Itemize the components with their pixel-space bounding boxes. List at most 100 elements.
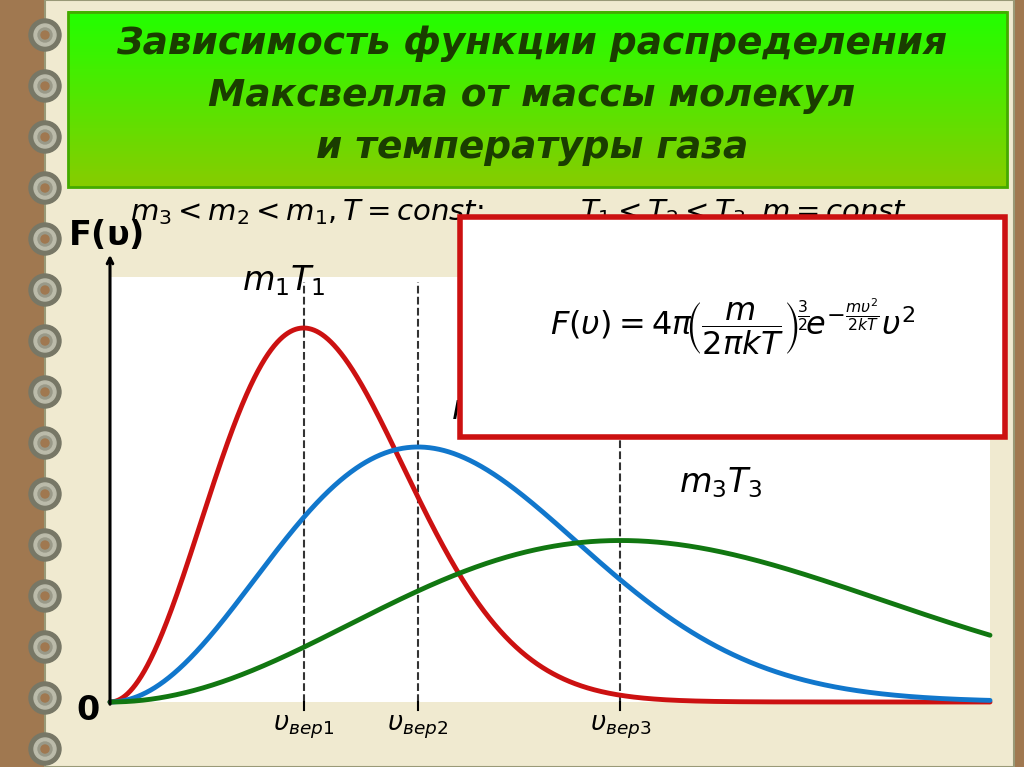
Bar (68, 163, 1007, 166)
Bar (68, 113, 1007, 117)
Bar (68, 11, 1007, 15)
Circle shape (41, 286, 49, 294)
Circle shape (34, 24, 56, 46)
Bar (68, 25, 1007, 29)
Circle shape (41, 337, 49, 345)
Circle shape (29, 682, 61, 714)
Circle shape (41, 643, 49, 651)
Circle shape (29, 580, 61, 612)
Text: $m_3 < m_2 < m_1, T = const;$: $m_3 < m_2 < m_1, T = const;$ (130, 197, 483, 227)
Circle shape (38, 181, 52, 195)
Circle shape (29, 274, 61, 306)
Circle shape (38, 436, 52, 450)
Bar (68, 35, 1007, 38)
Text: $F(\upsilon)=4\pi\!\left(\dfrac{m}{2\pi kT}\right)^{\!\frac{3}{2}}\!e^{-\frac{m\: $F(\upsilon)=4\pi\!\left(\dfrac{m}{2\pi … (550, 297, 915, 357)
Bar (68, 40, 1007, 44)
Circle shape (38, 130, 52, 144)
Bar (68, 174, 1007, 178)
Bar (68, 67, 1007, 71)
Bar (68, 130, 1007, 134)
Bar (68, 54, 1007, 58)
Circle shape (34, 279, 56, 301)
Circle shape (38, 283, 52, 297)
Circle shape (29, 70, 61, 102)
Bar (68, 87, 1007, 91)
Circle shape (41, 745, 49, 753)
Bar (68, 166, 1007, 170)
Bar (68, 31, 1007, 35)
Bar (68, 28, 1007, 32)
Bar (68, 75, 1007, 79)
Bar (68, 46, 1007, 50)
Bar (68, 101, 1007, 105)
Circle shape (29, 376, 61, 408)
Circle shape (29, 325, 61, 357)
Bar (68, 58, 1007, 61)
Circle shape (41, 592, 49, 600)
Text: $T_1 < T_2 < T_3, m = const$: $T_1 < T_2 < T_3, m = const$ (580, 197, 907, 227)
Circle shape (29, 172, 61, 204)
Circle shape (41, 133, 49, 141)
Text: $υ_{вер2}$: $υ_{вер2}$ (387, 714, 449, 741)
Text: $\mathbf{F(υ)}$: $\mathbf{F(υ)}$ (68, 218, 142, 252)
Bar (68, 110, 1007, 114)
Text: $m_1T_1$: $m_1T_1$ (242, 263, 326, 298)
Bar (68, 116, 1007, 120)
Circle shape (29, 529, 61, 561)
Bar (68, 52, 1007, 56)
Circle shape (38, 334, 52, 348)
Circle shape (34, 432, 56, 454)
Bar (68, 23, 1007, 27)
Circle shape (41, 184, 49, 192)
Bar (68, 169, 1007, 173)
Circle shape (34, 330, 56, 352)
Circle shape (34, 228, 56, 250)
Bar (68, 180, 1007, 184)
Circle shape (41, 82, 49, 90)
Circle shape (38, 742, 52, 756)
Bar (68, 104, 1007, 108)
Circle shape (34, 687, 56, 709)
Bar (110, 277, 990, 702)
Bar (68, 72, 1007, 76)
Circle shape (38, 487, 52, 501)
Bar (68, 171, 1007, 176)
Circle shape (38, 79, 52, 93)
Circle shape (38, 691, 52, 705)
Bar (68, 183, 1007, 187)
Bar (68, 69, 1007, 74)
Bar (68, 49, 1007, 53)
Bar (68, 142, 1007, 146)
Circle shape (29, 427, 61, 459)
Bar (68, 125, 1007, 129)
Circle shape (38, 589, 52, 603)
Bar (68, 107, 1007, 111)
Bar (68, 96, 1007, 100)
Bar (68, 145, 1007, 149)
Bar (68, 122, 1007, 126)
Bar (68, 14, 1007, 18)
Bar (68, 127, 1007, 132)
Bar (68, 98, 1007, 103)
Circle shape (41, 439, 49, 447)
Circle shape (41, 541, 49, 549)
Bar (68, 64, 1007, 67)
Bar (68, 133, 1007, 137)
Bar (68, 20, 1007, 24)
Bar (68, 177, 1007, 181)
Bar (68, 140, 1007, 143)
Bar (68, 151, 1007, 155)
Circle shape (34, 381, 56, 403)
Circle shape (38, 640, 52, 654)
Bar (68, 148, 1007, 152)
Text: $υ_{вер1}$: $υ_{вер1}$ (273, 714, 334, 741)
Text: и температуры газа: и температуры газа (315, 130, 749, 166)
Circle shape (34, 483, 56, 505)
Circle shape (41, 388, 49, 396)
Circle shape (41, 490, 49, 498)
Circle shape (34, 177, 56, 199)
Circle shape (29, 631, 61, 663)
Circle shape (29, 19, 61, 51)
Text: 0: 0 (77, 693, 99, 726)
Text: Зависимость функции распределения: Зависимость функции распределения (117, 25, 947, 62)
